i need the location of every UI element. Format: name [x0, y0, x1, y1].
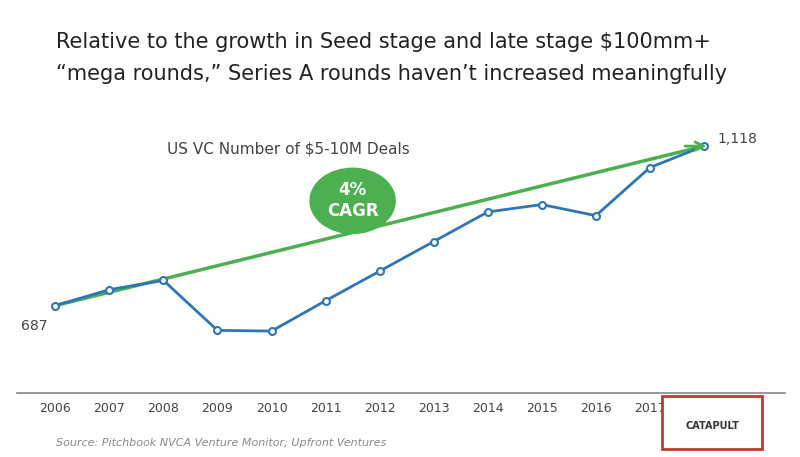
Text: Source: Pitchbook NVCA Venture Monitor; Upfront Ventures: Source: Pitchbook NVCA Venture Monitor; …	[56, 438, 386, 448]
Text: 4%
CAGR: 4% CAGR	[326, 181, 378, 220]
Ellipse shape	[310, 168, 396, 234]
Text: CATAPULT: CATAPULT	[685, 421, 739, 430]
Text: “mega rounds,” Series A rounds haven’t increased meaningfully: “mega rounds,” Series A rounds haven’t i…	[56, 64, 727, 84]
FancyBboxPatch shape	[662, 396, 762, 450]
Text: 1,118: 1,118	[718, 132, 758, 146]
Text: 687: 687	[21, 319, 47, 333]
Text: US VC Number of $5-10M Deals: US VC Number of $5-10M Deals	[166, 142, 410, 157]
Text: Relative to the growth in Seed stage and late stage $100mm+: Relative to the growth in Seed stage and…	[56, 32, 711, 52]
